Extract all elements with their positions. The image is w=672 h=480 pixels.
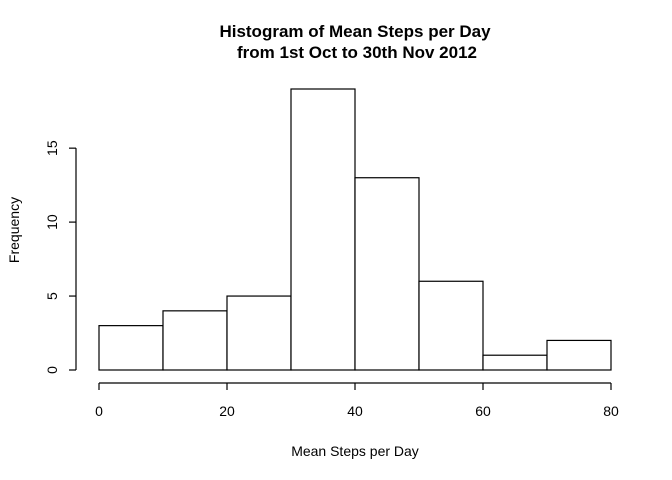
histogram-bar (290, 88, 356, 371)
x-tick-label: 20 (219, 403, 235, 419)
histogram-bars (98, 88, 612, 371)
y-tick-label: 5 (44, 292, 60, 300)
chart-title-line-1: Histogram of Mean Steps per Day (219, 22, 491, 41)
x-tick-label: 40 (347, 403, 363, 419)
y-axis-label: Frequency (6, 197, 22, 263)
x-axis: 0 20 40 60 80 (95, 382, 619, 419)
y-tick-label: 0 (44, 366, 60, 374)
x-axis-label: Mean Steps per Day (291, 443, 419, 459)
histogram-bar (162, 310, 228, 371)
x-tick-label: 60 (475, 403, 491, 419)
y-tick-label: 10 (44, 214, 60, 230)
histogram-bar (482, 354, 548, 371)
histogram-bar (418, 280, 484, 371)
histogram-bar (98, 325, 164, 371)
y-tick-label: 15 (44, 140, 60, 156)
x-tick-label: 0 (95, 403, 103, 419)
histogram-bar (546, 339, 612, 371)
x-tick-label: 80 (603, 403, 619, 419)
histogram-bar (354, 177, 420, 371)
chart-title-line-2: from 1st Oct to 30th Nov 2012 (237, 43, 477, 62)
y-axis: 0 5 10 15 (44, 140, 77, 374)
histogram-bar (226, 295, 292, 371)
